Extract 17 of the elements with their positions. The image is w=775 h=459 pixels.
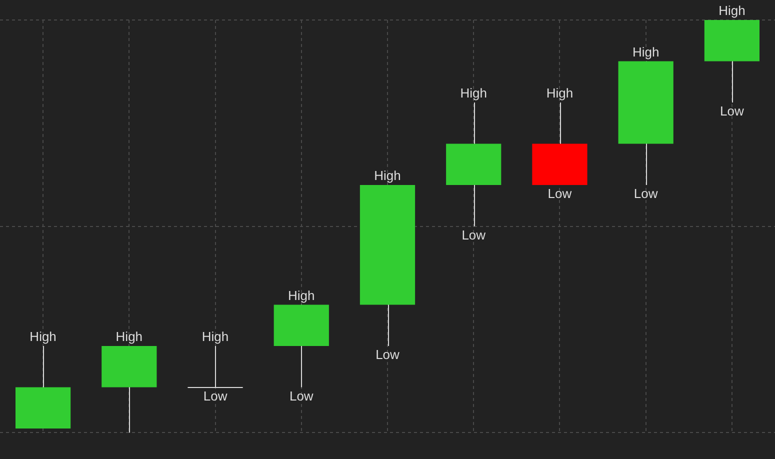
annotation: Low	[634, 186, 658, 202]
annotation: Low	[548, 186, 572, 202]
annotation: Low	[376, 347, 400, 362]
candlestick	[187, 345, 244, 388]
annotation: High	[460, 86, 487, 101]
annotation: Low	[462, 227, 486, 242]
annotation: High	[202, 329, 229, 344]
annotation: High	[116, 329, 143, 344]
annotation: High	[374, 168, 401, 184]
annotation: Low	[203, 388, 228, 404]
annotation: Low	[720, 104, 744, 119]
annotation: High	[288, 288, 315, 303]
annotation: High	[632, 44, 660, 60]
annotation: High	[718, 3, 746, 18]
annotation: Low	[289, 388, 314, 404]
annotation: High	[30, 329, 56, 344]
annotation: High	[546, 86, 574, 101]
